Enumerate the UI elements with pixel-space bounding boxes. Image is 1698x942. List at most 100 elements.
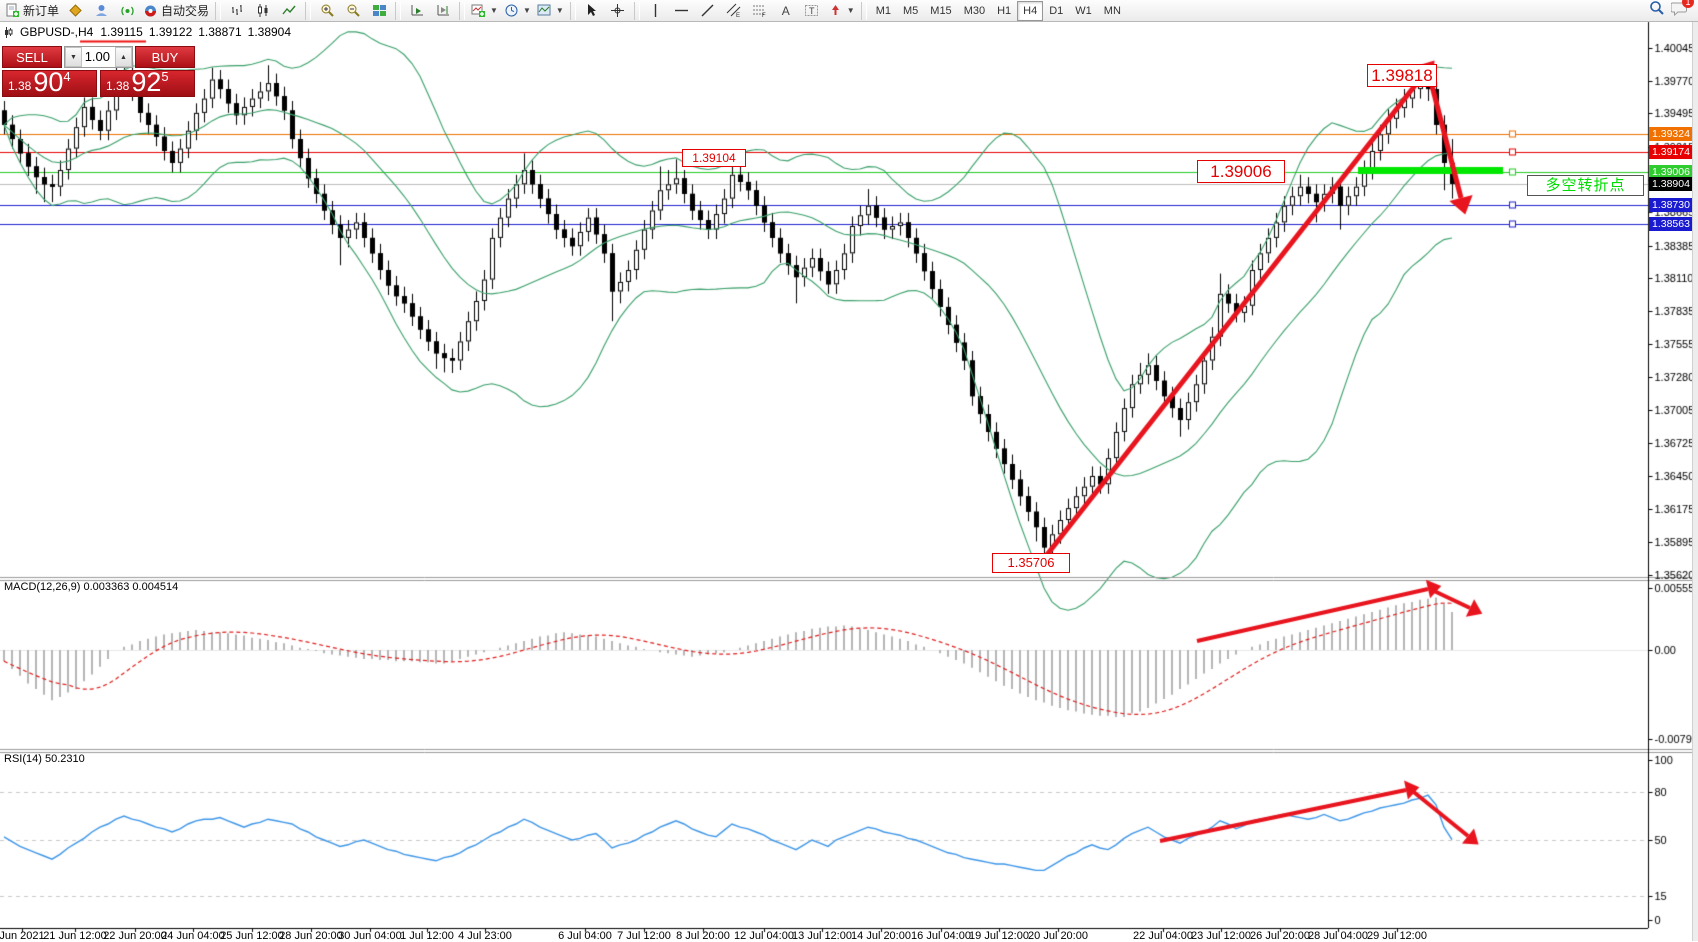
time-axis-label: 21 Jun 12:00: [43, 930, 107, 942]
time-axis-label: 16 Jul 04:00: [911, 930, 971, 942]
line-chart-icon: [281, 5, 296, 15]
chevron-down-icon: ▼: [490, 6, 498, 15]
volume-decrease-button[interactable]: ▼: [65, 47, 82, 67]
profile-button[interactable]: [88, 1, 114, 21]
buy-button[interactable]: BUY: [135, 46, 195, 68]
annotation-turning-point[interactable]: 多空转折点: [1527, 175, 1644, 196]
candlestick-button[interactable]: [250, 1, 276, 21]
time-axis-label: 30 Jun 04:00: [338, 930, 402, 942]
vertical-line-button[interactable]: [643, 1, 669, 21]
quote-low: 1.38871: [198, 25, 242, 39]
volume-increase-button[interactable]: ▲: [115, 47, 132, 67]
price-marker: 1.39006: [1649, 165, 1696, 179]
annotation-price-1-35706[interactable]: 1.35706: [992, 553, 1070, 573]
signal-button[interactable]: [114, 1, 140, 21]
chevron-down-icon: ▼: [522, 6, 531, 15]
symbol-title: GBPUSD-,H4: [20, 25, 94, 39]
tab-m30[interactable]: M30: [963, 4, 986, 17]
tab-m1[interactable]: M1: [875, 4, 891, 17]
toolbar-separator: [305, 1, 312, 20]
time-axis-label: 24 Jun 04:00: [161, 930, 225, 942]
autotrade-button[interactable]: 自动交易: [140, 1, 212, 21]
symbol-icon: [5, 26, 13, 38]
tab-m5[interactable]: M5: [903, 4, 919, 17]
buy-price-display[interactable]: 1.38 92 5: [100, 69, 195, 97]
buy-price-pip: 5: [161, 69, 169, 84]
cursor-button[interactable]: [579, 1, 605, 21]
equidistant-channel-button[interactable]: E: [721, 1, 747, 21]
volume-box: ▼ 1.00 ▲: [64, 46, 133, 68]
bar-chart-button[interactable]: [224, 1, 250, 21]
zoom-in-icon: [321, 4, 334, 17]
trendline-button[interactable]: [695, 1, 721, 21]
annotation-price-1-39104[interactable]: 1.39104: [682, 149, 746, 167]
toolbar-separator: [860, 1, 867, 20]
new-chart-button[interactable]: ▼: [468, 1, 501, 21]
periods-button[interactable]: ▼: [501, 1, 534, 21]
time-axis-label: 6 Jul 04:00: [558, 930, 612, 942]
tab-m15[interactable]: M15: [930, 4, 952, 17]
new-chart-icon: [471, 4, 486, 17]
chevron-down-icon: ▼: [555, 6, 564, 15]
candlestick-icon: [257, 4, 268, 17]
sell-price-prefix: 1.38: [8, 79, 32, 93]
tab-d1[interactable]: D1: [1049, 4, 1064, 17]
chart-shift-button[interactable]: [430, 1, 456, 21]
new-order-button[interactable]: 新订单: [2, 1, 62, 21]
quote-close: 1.38904: [247, 25, 292, 39]
toolbar: 新订单 自动交易 ▼ ▼: [0, 0, 1698, 22]
favorites-button[interactable]: [62, 1, 88, 21]
tile-windows-icon: [372, 5, 386, 16]
annotation-price-1-39006[interactable]: 1.39006: [1197, 160, 1285, 183]
time-axis-label: 28 Jul 04:00: [1308, 930, 1368, 942]
quote-high: 1.39122: [148, 25, 193, 39]
arrow-shapes-icon: [831, 5, 839, 15]
auto-scroll-button[interactable]: [404, 1, 430, 21]
horizontal-line-button[interactable]: [669, 1, 695, 21]
time-axis-label: 1 Jul 12:00: [400, 930, 454, 942]
gold-diamond-icon: [68, 4, 82, 17]
one-click-trading-panel: SELL ▼ 1.00 ▲ BUY 1.38 90 4 1.38 92 5: [2, 46, 195, 97]
toolbar-separator: [633, 1, 640, 20]
time-axis-label: 28 Jun 20:00: [279, 930, 343, 942]
svg-text:F: F: [762, 13, 766, 18]
chart-shift-icon: [437, 5, 449, 16]
search-button[interactable]: [1649, 0, 1665, 21]
fibonacci-button[interactable]: F: [747, 1, 773, 21]
text-label-button[interactable]: T: [799, 1, 825, 21]
sell-button[interactable]: SELL: [2, 46, 62, 68]
sell-price-display[interactable]: 1.38 90 4: [2, 69, 97, 97]
time-axis-label: 29 Jul 12:00: [1367, 930, 1427, 942]
window-edge: [1692, 22, 1698, 941]
quote-bar: GBPUSD-,H4 1.39115 1.39122 1.38871 1.389…: [4, 25, 291, 39]
notifications-button[interactable]: 1: [1670, 0, 1694, 21]
tab-mn[interactable]: MN: [1103, 4, 1121, 17]
tile-windows-button[interactable]: [366, 1, 392, 21]
arrows-button[interactable]: ▼: [825, 1, 858, 21]
quote-open: 1.39115: [100, 25, 143, 39]
annotation-price-1-39818[interactable]: 1.39818: [1367, 64, 1437, 87]
line-chart-button[interactable]: [276, 1, 302, 21]
tab-h4[interactable]: H4: [1017, 0, 1044, 21]
template-icon: [537, 4, 551, 16]
crosshair-icon: [611, 4, 625, 17]
tab-w1[interactable]: W1: [1075, 4, 1092, 17]
time-axis-label: 22 Jul 04:00: [1133, 930, 1193, 942]
price-marker: 1.39174: [1649, 145, 1696, 159]
profile-icon: [95, 5, 107, 16]
time-axis-label: 4 Jul 23:00: [458, 930, 512, 942]
buy-price-prefix: 1.38: [106, 79, 130, 93]
zoom-in-button[interactable]: [314, 1, 340, 21]
price-marker: 1.38904: [1649, 177, 1696, 191]
volume-input[interactable]: 1.00: [84, 49, 110, 64]
zoom-out-button[interactable]: [340, 1, 366, 21]
templates-button[interactable]: ▼: [534, 1, 567, 21]
text-button[interactable]: A: [773, 1, 799, 21]
time-axis-label: 26 Jul 20:00: [1250, 930, 1310, 942]
tab-h1[interactable]: H1: [997, 4, 1012, 17]
time-axis-label: 20 Jul 20:00: [1028, 930, 1088, 942]
crosshair-button[interactable]: [605, 1, 631, 21]
new-order-icon: [6, 3, 19, 17]
chevron-up-icon: ▲: [120, 53, 127, 61]
